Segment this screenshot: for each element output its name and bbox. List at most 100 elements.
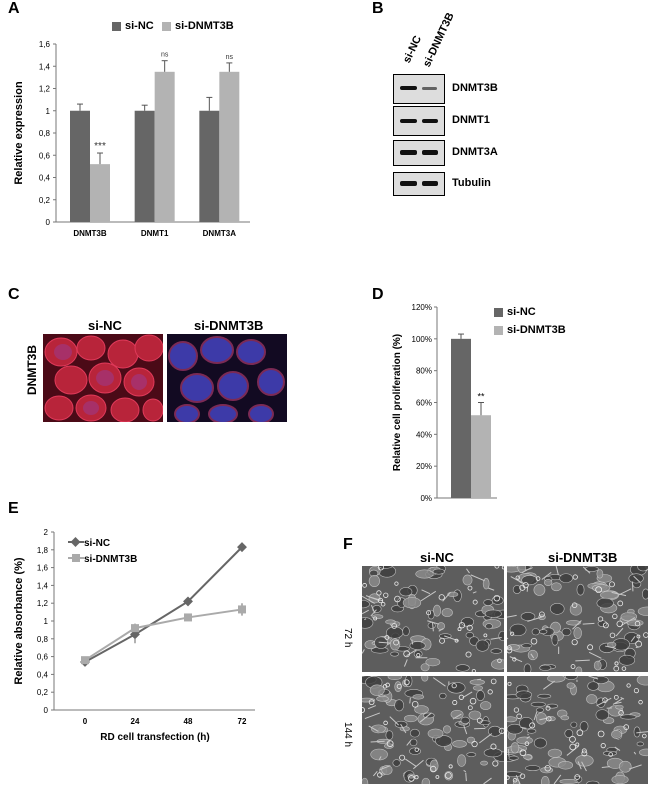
cell	[507, 716, 518, 723]
cell	[515, 690, 532, 700]
chart-a: 0 0,2 0,4 0,6 0,8 1 1,2 1,4 1,6 *** DNMT3B ns DNMT1 n…	[13, 40, 250, 238]
cell	[450, 709, 464, 719]
round-cell	[524, 741, 530, 746]
round-cell	[476, 717, 483, 724]
cell	[569, 603, 583, 616]
cell	[457, 754, 467, 767]
cell	[409, 728, 420, 738]
cell-process	[463, 769, 467, 773]
round-cell	[507, 681, 512, 686]
phase-image-art	[507, 566, 648, 672]
cell	[566, 682, 576, 689]
round-cell	[384, 635, 390, 640]
cell-process	[633, 751, 637, 755]
round-cell	[498, 727, 504, 734]
round-cell	[519, 749, 527, 757]
cell-process	[618, 588, 632, 596]
legend-marker	[70, 537, 81, 547]
round-cell	[643, 632, 648, 638]
cell	[385, 730, 394, 741]
round-cell	[490, 678, 497, 685]
cell-process	[636, 731, 648, 734]
panel-letter-e: E	[8, 500, 19, 517]
round-cell	[501, 566, 504, 570]
cell-process	[488, 587, 495, 591]
y-tick-label: 0,8	[39, 129, 51, 138]
round-cell	[608, 752, 613, 757]
y-tick-label: 80%	[416, 367, 432, 376]
round-cell	[513, 707, 520, 713]
cell	[376, 695, 389, 702]
cell-process	[582, 566, 591, 574]
cell-process	[631, 581, 634, 592]
cell	[507, 771, 523, 778]
y-tick-label: 100%	[412, 335, 432, 344]
round-cell	[396, 683, 402, 689]
y-tick-label: 0,6	[39, 151, 51, 160]
data-point-si-dnmt3b	[131, 624, 139, 633]
y-axis-label: Relative cell proliferation (%)	[392, 334, 403, 471]
round-cell	[393, 639, 399, 646]
cell-process	[432, 677, 446, 687]
blot-label-dnmt3b: DNMT3B	[452, 82, 498, 94]
if-ylabel: DNMT3B	[25, 345, 39, 395]
cell	[636, 676, 648, 686]
y-tick-label: 1,6	[37, 564, 49, 573]
phase-col-label-si-nc: si-NC	[420, 550, 454, 565]
cell	[517, 566, 527, 574]
round-cell	[571, 639, 578, 646]
blot-band	[422, 119, 438, 123]
blot-dnmt3b	[393, 74, 445, 104]
cell	[507, 723, 523, 735]
cell	[498, 630, 504, 641]
cell-process	[510, 576, 523, 584]
cell-process	[533, 711, 538, 721]
round-cell	[529, 722, 536, 729]
round-cell	[544, 765, 551, 772]
cell	[409, 738, 418, 747]
cell	[530, 701, 546, 707]
legend-swatch-si-nc	[112, 21, 121, 31]
cell	[447, 682, 466, 694]
y-tick-label: 1,4	[39, 62, 51, 71]
round-cell	[539, 611, 545, 618]
cell-process	[582, 622, 595, 625]
round-cell	[457, 627, 462, 632]
cell	[564, 729, 574, 738]
if-label-si-nc: si-NC	[88, 318, 122, 333]
cell	[509, 623, 527, 637]
cell	[547, 716, 556, 722]
y-tick-label: 0,4	[37, 670, 49, 679]
cell	[520, 612, 536, 621]
legend-item-si-nc: si-NC	[112, 20, 154, 32]
round-cell	[581, 750, 588, 757]
cell-process	[572, 620, 582, 630]
phase-image-art	[362, 676, 504, 784]
phase-col-label-si-dnmt3b: si-DNMT3B	[548, 550, 618, 565]
cell	[371, 614, 384, 620]
cell	[570, 721, 578, 728]
cell-process	[620, 617, 636, 626]
cell	[526, 728, 537, 734]
cell	[551, 633, 559, 646]
cell	[611, 729, 622, 739]
round-cell	[522, 582, 529, 589]
round-cell	[597, 730, 605, 738]
phase-background	[362, 566, 504, 672]
round-cell	[394, 595, 401, 603]
cell-process	[362, 609, 369, 615]
cell	[550, 603, 565, 615]
round-cell	[408, 775, 415, 782]
cell-process	[543, 680, 555, 690]
cell-process	[553, 774, 562, 784]
x-tick-label: 72	[238, 717, 247, 726]
cell	[369, 684, 385, 696]
phase-row-label-144h: 144 h	[342, 722, 353, 748]
x-tick-label: DNMT3B	[73, 229, 107, 238]
cell	[642, 588, 648, 600]
cell-process	[555, 566, 559, 576]
y-tick-label: 0,2	[39, 196, 51, 205]
panel-letter-f: F	[343, 536, 353, 553]
cell	[421, 777, 431, 784]
legend-label: si-NC	[84, 538, 110, 549]
